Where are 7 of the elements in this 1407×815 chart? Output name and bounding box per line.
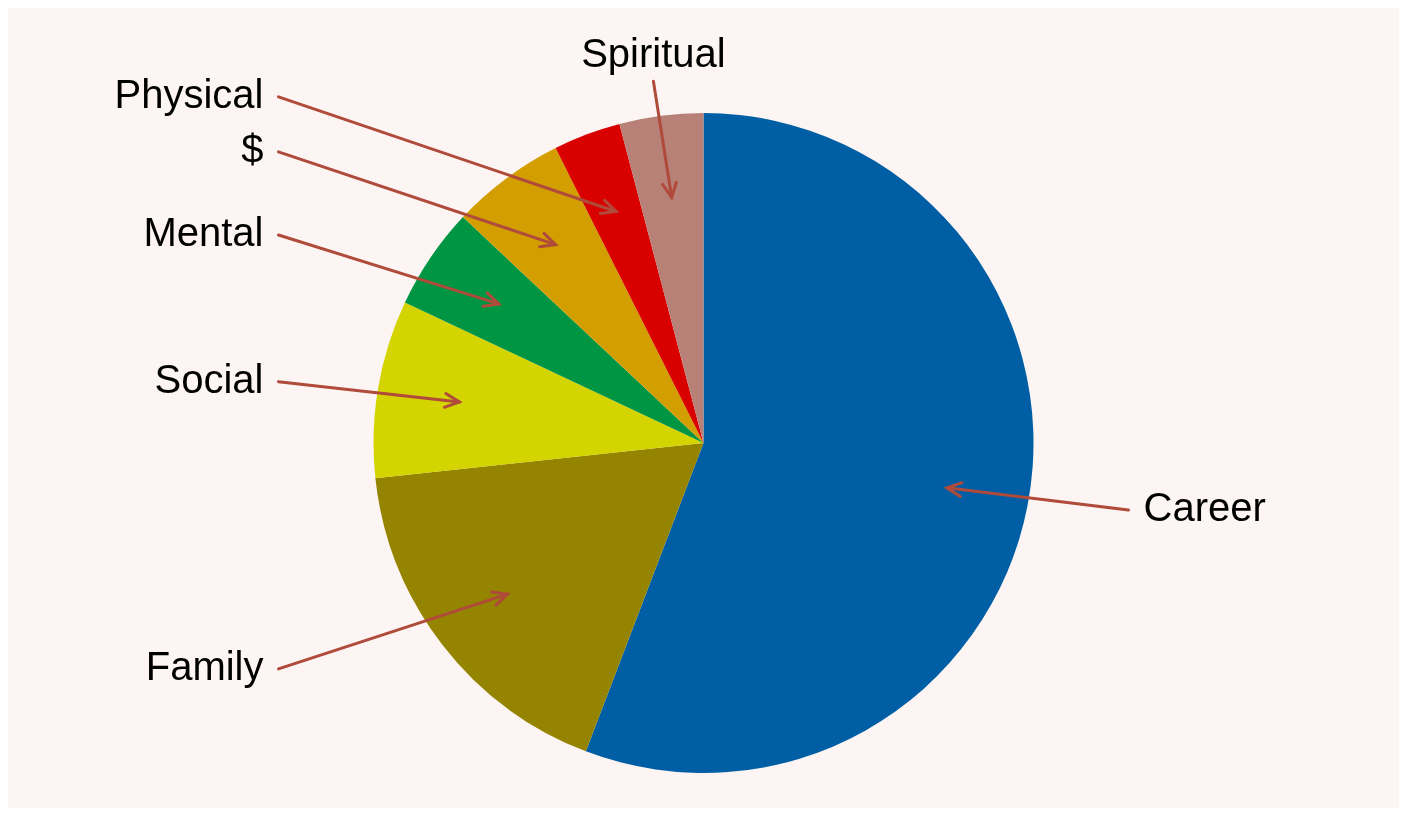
- slice-label: Physical: [114, 71, 264, 116]
- slice-label: Social: [154, 356, 264, 401]
- slice-label: $: [241, 126, 264, 171]
- slice-label: Mental: [143, 210, 264, 255]
- slice-label: Spiritual: [581, 31, 726, 76]
- slice-label: Family: [145, 643, 264, 688]
- slice-label: Career: [1143, 485, 1266, 530]
